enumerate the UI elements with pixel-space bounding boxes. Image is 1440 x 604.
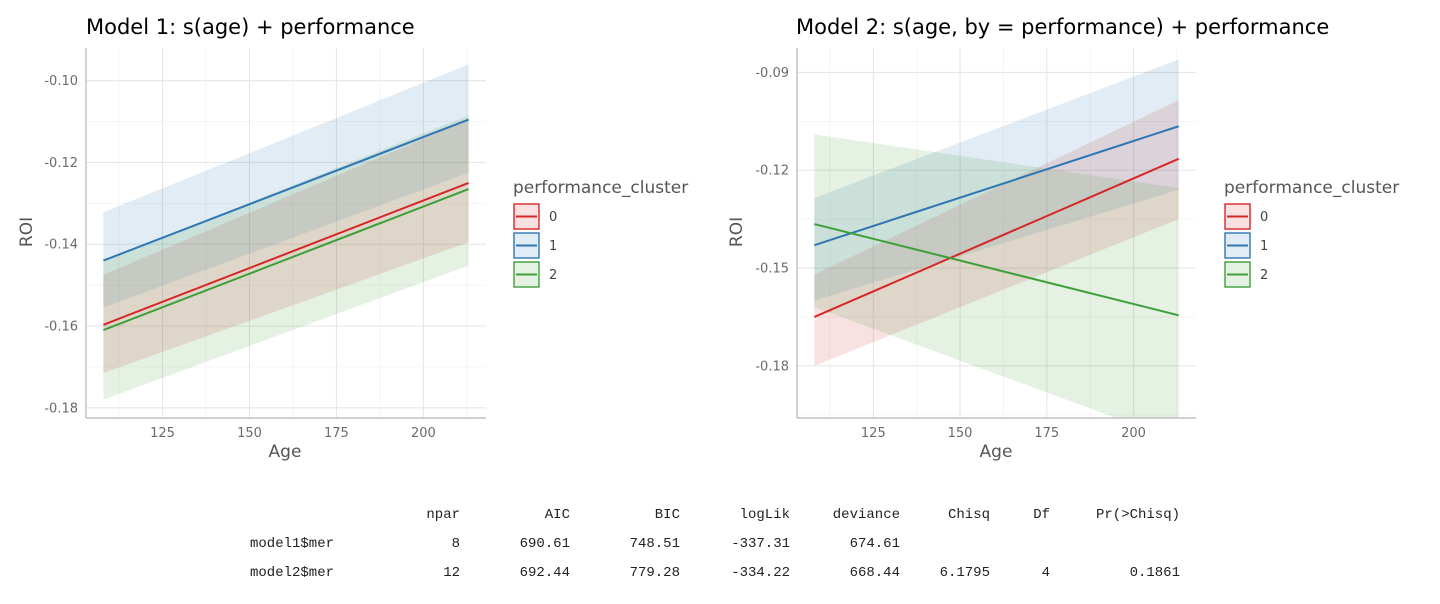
- series-line-2: [814, 223, 1179, 317]
- x-tick-label: 150: [948, 426, 973, 441]
- legend-label: 0: [1260, 210, 1268, 225]
- model1-title: Model 1: s(age) + performance: [86, 15, 415, 39]
- confidence-band-0: [814, 100, 1179, 366]
- confidence-band-0: [103, 119, 469, 374]
- anova-header-cell: logLik: [739, 506, 790, 523]
- anova-row-name: model2$mer: [250, 564, 335, 581]
- x-tick-label: 200: [411, 426, 436, 441]
- anova-cell: [900, 529, 990, 558]
- anova-header-cell: npar: [426, 506, 460, 523]
- model1-grid: [86, 48, 486, 418]
- confidence-band-1: [814, 59, 1179, 301]
- legend-label: 1: [549, 239, 557, 254]
- model1-panel: Model 1: s(age) + performance 125 150 175 2…: [17, 15, 688, 462]
- anova-header-cell: [250, 500, 370, 529]
- anova-cell: [1050, 529, 1180, 558]
- legend-label: 2: [549, 268, 557, 283]
- anova-cell: -337.31: [731, 535, 790, 552]
- anova-row-name: model1$mer: [250, 535, 335, 552]
- anova-cell: 748.51: [629, 535, 680, 552]
- model2-panel: Model 2: s(age, by = performance) + perf…: [727, 15, 1399, 462]
- model2-lines: [813, 125, 1180, 318]
- y-tick-label: -0.10: [44, 74, 78, 89]
- x-tick-label: 175: [1034, 426, 1059, 441]
- y-tick-label: -0.14: [44, 238, 78, 253]
- anova-cell: 0.1861: [1129, 564, 1180, 581]
- table-row: model1$mer 8 690.61 748.51 -337.31 674.6…: [250, 529, 1180, 558]
- anova-cell: 690.61: [519, 535, 570, 552]
- legend-item-2: 2: [1224, 261, 1268, 288]
- anova-header-cell: BIC: [654, 506, 680, 523]
- y-tick-label: -0.18: [44, 401, 78, 416]
- anova-cell: 692.44: [519, 564, 570, 581]
- legend-item-0: 0: [513, 203, 557, 230]
- model2-x-axis-label: Age: [980, 442, 1013, 462]
- series-line-1: [103, 118, 469, 262]
- confidence-band-2: [814, 134, 1179, 418]
- anova-header-row: npar AIC BIC logLik deviance Chisq Df Pr…: [250, 500, 1180, 529]
- model1-axes: 125 150 175 200 -0.18 -0.16 -0.14 -0.12 -0.10: [44, 48, 486, 441]
- anova-cell: 6.1795: [939, 564, 990, 581]
- y-tick-label: -0.12: [44, 156, 78, 171]
- anova-cell: 4: [1041, 564, 1050, 581]
- anova-header-cell: Chisq: [947, 506, 990, 523]
- anova-cell: 668.44: [849, 564, 900, 581]
- y-tick-label: -0.12: [755, 164, 789, 179]
- model1-lines: [103, 118, 469, 332]
- model2-title: Model 2: s(age, by = performance) + perf…: [796, 15, 1329, 39]
- table-row: model2$mer 12 692.44 779.28 -334.22 668.…: [250, 558, 1180, 587]
- anova-cell: 674.61: [849, 535, 900, 552]
- anova-cell: -334.22: [731, 564, 790, 581]
- legend-item-1: 1: [1224, 232, 1268, 259]
- anova-cell: 779.28: [629, 564, 680, 581]
- model2-axes: 125 150 175 200 -0.18 -0.15 -0.12 -0.09: [755, 48, 1196, 441]
- x-tick-label: 150: [237, 426, 262, 441]
- x-tick-label: 125: [150, 426, 175, 441]
- model1-y-axis-label: ROI: [17, 217, 37, 247]
- model2-legend-title: performance_cluster: [1224, 178, 1399, 198]
- y-tick-label: -0.18: [755, 359, 789, 374]
- confidence-band-1: [103, 64, 469, 308]
- series-line-1: [814, 125, 1179, 247]
- legend-label: 0: [549, 210, 557, 225]
- anova-cell: 12: [443, 564, 460, 581]
- legend-item-0: 0: [1224, 203, 1268, 230]
- x-tick-label: 200: [1121, 426, 1146, 441]
- anova-header-cell: Df: [1033, 506, 1050, 523]
- anova-cell: 8: [451, 535, 460, 552]
- model2-grid: [797, 48, 1196, 418]
- x-tick-label: 125: [861, 426, 886, 441]
- anova-table: npar AIC BIC logLik deviance Chisq Df Pr…: [250, 500, 1180, 587]
- series-line-2: [103, 188, 469, 332]
- anova-header-cell: AIC: [544, 506, 570, 523]
- anova-cell: [990, 529, 1050, 558]
- series-line-0: [813, 157, 1180, 318]
- x-tick-label: 175: [324, 426, 349, 441]
- legend-label: 2: [1260, 268, 1268, 283]
- confidence-band-2: [103, 115, 469, 400]
- legend-item-2: 2: [513, 261, 557, 288]
- anova-header-cell: deviance: [832, 506, 900, 523]
- series-line-0: [103, 181, 469, 326]
- charts-canvas: Model 1: s(age) + performance 125 150 175 2…: [17, 15, 1399, 462]
- y-tick-label: -0.16: [44, 320, 78, 335]
- legend-item-1: 1: [513, 232, 557, 259]
- y-tick-label: -0.15: [755, 262, 789, 277]
- anova-header-cell: Pr(>Chisq): [1095, 506, 1180, 523]
- model2-y-axis-label: ROI: [727, 217, 747, 247]
- model1-legend: performance_cluster 0 1 2: [513, 178, 688, 288]
- model2-ribbons: [814, 59, 1179, 418]
- model1-x-axis-label: Age: [269, 442, 302, 462]
- model2-legend: performance_cluster 0 1 2: [1224, 178, 1399, 288]
- model1-ribbons: [103, 64, 469, 400]
- y-tick-label: -0.09: [755, 66, 789, 81]
- legend-label: 1: [1260, 239, 1268, 254]
- model1-legend-title: performance_cluster: [513, 178, 688, 198]
